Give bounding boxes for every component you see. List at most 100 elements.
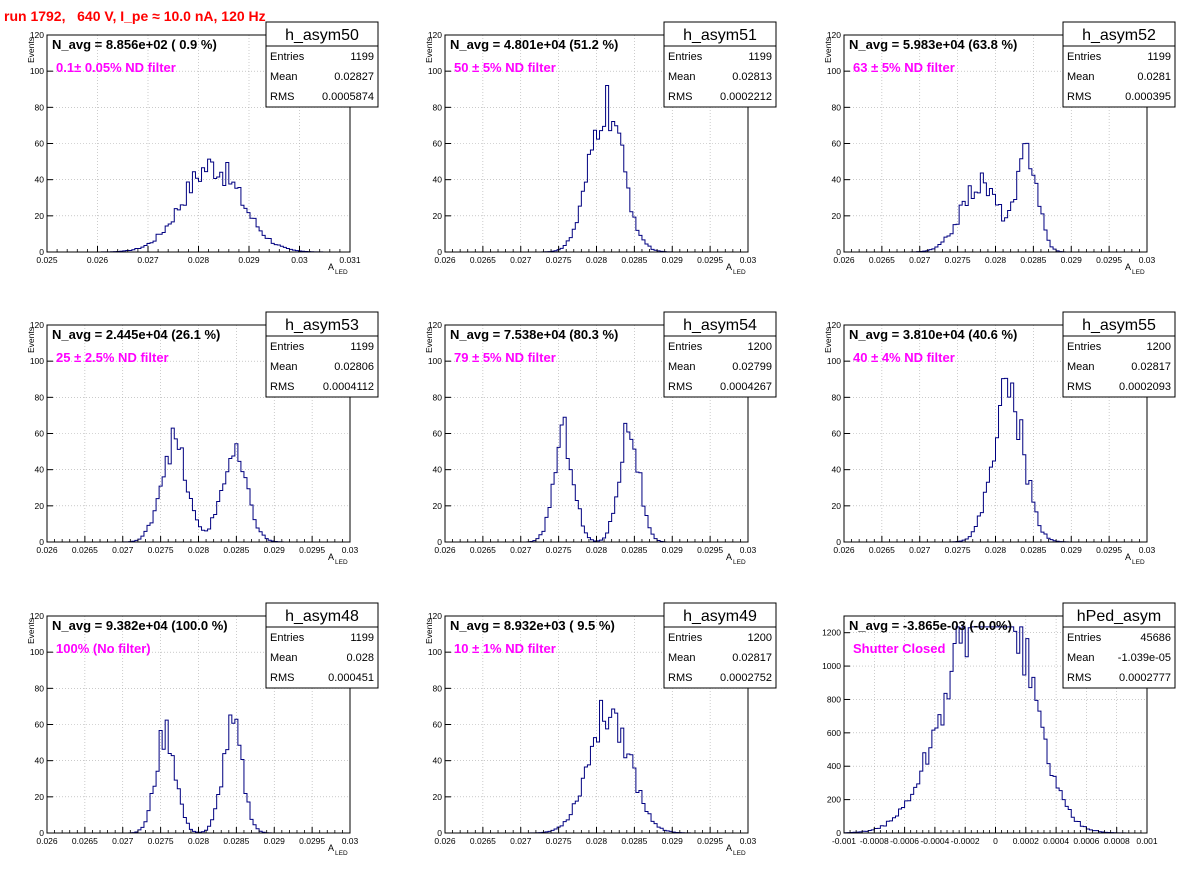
- histogram-svg: 0.026 0.0265 0.027 0.0275 0.028 0.0285 0.029 0.…: [26, 311, 379, 566]
- stats-label-rms: RMS: [668, 381, 692, 393]
- stats-label-entries: Entries: [1067, 341, 1102, 353]
- x-tick-label: 0.027: [909, 255, 931, 265]
- stats-label-mean: Mean: [668, 652, 696, 664]
- y-tick-label: 100: [827, 66, 841, 76]
- x-tick-label: 0.0004: [1043, 836, 1069, 846]
- x-tick-label: 0.027: [909, 545, 931, 555]
- stats-value-mean: 0.02817: [1131, 361, 1171, 373]
- x-axis-label-sub: LED: [733, 559, 746, 566]
- x-tick-label: 0.0275: [546, 545, 572, 555]
- y-axis-label: Events: [26, 327, 36, 353]
- y-axis-label: Events: [26, 618, 36, 644]
- y-tick-label: 120: [428, 30, 442, 40]
- y-tick-label: 80: [832, 102, 842, 112]
- filter-label: 79 ± 5% ND filter: [454, 350, 556, 365]
- navg-label: N_avg = 8.932e+03 ( 9.5 %): [450, 618, 615, 633]
- filter-label: 100% (No filter): [56, 641, 151, 656]
- stats-value-entries: 1199: [350, 341, 374, 353]
- stats-value-mean: -1.039e-05: [1118, 652, 1171, 664]
- y-tick-label: 120: [30, 611, 44, 621]
- navg-label: N_avg = -3.865e-03 (-0.0%): [849, 618, 1012, 633]
- stats-label-entries: Entries: [270, 632, 305, 644]
- stats-label-rms: RMS: [668, 672, 692, 684]
- x-tick-label: 0.027: [137, 255, 159, 265]
- stats-box: [1062, 45, 1176, 108]
- x-tick-label: 0.0285: [223, 545, 249, 555]
- y-tick-label: 0: [437, 537, 442, 547]
- stats-label-rms: RMS: [270, 381, 294, 393]
- x-tick-label: 0.026: [833, 545, 855, 555]
- x-tick-label: 0.0265: [470, 545, 496, 555]
- histogram-name: h_asym55: [1082, 317, 1156, 334]
- stats-value-entries: 1200: [1147, 341, 1171, 353]
- stats-title-box: [265, 21, 379, 47]
- stats-title-box: [265, 602, 379, 628]
- stats-title-box: [1062, 21, 1176, 47]
- x-axis-label: A: [328, 262, 334, 272]
- x-tick-label: 0.028: [586, 255, 608, 265]
- histogram-svg: 0.026 0.0265 0.027 0.0275 0.028 0.0285 0.029 0.…: [823, 311, 1176, 566]
- x-tick-label: 0.0265: [72, 545, 98, 555]
- stats-title-box: [1062, 602, 1176, 628]
- y-tick-label: 80: [433, 683, 443, 693]
- y-tick-label: 100: [428, 66, 442, 76]
- x-tick-label: 0.0002: [1013, 836, 1039, 846]
- stats-label-mean: Mean: [1067, 361, 1095, 373]
- stats-value-rms: 0.0004267: [720, 381, 772, 393]
- x-tick-label: 0.028: [188, 836, 210, 846]
- histogram-name: h_asym49: [683, 608, 757, 625]
- y-tick-label: 60: [35, 139, 45, 149]
- histogram-svg: 0.026 0.0265 0.027 0.0275 0.028 0.0285 0.029 0.…: [424, 602, 777, 857]
- stats-label-mean: Mean: [668, 361, 696, 373]
- x-tick-label: 0.031: [339, 255, 361, 265]
- x-tick-label: -0.0008: [860, 836, 889, 846]
- x-tick-label: 0.0295: [697, 255, 723, 265]
- y-tick-label: 0: [437, 828, 442, 838]
- x-tick-label: 0.0285: [223, 836, 249, 846]
- y-tick-label: 0: [39, 828, 44, 838]
- x-tick-label: 0.029: [264, 836, 286, 846]
- x-tick-label: 0.026: [434, 255, 456, 265]
- stats-value-mean: 0.02827: [334, 71, 374, 83]
- x-tick-label: 0.0285: [1020, 255, 1046, 265]
- run-title: run 1792, 640 V, I_pe ≈ 10.0 nA, 120 Hz: [4, 8, 266, 24]
- x-axis-label: A: [726, 262, 732, 272]
- stats-value-rms: 0.0005874: [322, 91, 374, 103]
- y-tick-label: 200: [827, 795, 841, 805]
- x-axis-label: A: [328, 843, 334, 853]
- x-tick-label: 0.0006: [1073, 836, 1099, 846]
- x-tick-label: 0.027: [510, 255, 532, 265]
- stats-label-mean: Mean: [668, 71, 696, 83]
- histogram-line: [844, 142, 1147, 253]
- x-tick-label: 0.03: [740, 545, 757, 555]
- stats-label-entries: Entries: [668, 341, 703, 353]
- y-tick-label: 80: [433, 102, 443, 112]
- x-tick-label: 0.0008: [1104, 836, 1130, 846]
- filter-label: Shutter Closed: [853, 641, 946, 656]
- x-tick-label: 0.0285: [621, 836, 647, 846]
- histogram-pad-h_asym55: 0.026 0.0265 0.027 0.0275 0.028 0.0285 0.029 0.…: [797, 290, 1195, 580]
- x-tick-label: 0.029: [1061, 545, 1083, 555]
- y-axis-label: Events: [424, 327, 434, 353]
- y-tick-label: 40: [433, 175, 443, 185]
- stats-label-mean: Mean: [1067, 652, 1095, 664]
- x-axis-label-sub: LED: [733, 269, 746, 276]
- x-tick-label: 0.029: [264, 545, 286, 555]
- stats-box: [265, 335, 379, 398]
- x-tick-label: 0.026: [833, 255, 855, 265]
- x-tick-label: 0.026: [434, 545, 456, 555]
- y-tick-label: 0: [437, 247, 442, 257]
- y-tick-label: 120: [428, 320, 442, 330]
- stats-label-rms: RMS: [1067, 381, 1091, 393]
- stats-value-rms: 0.0002752: [720, 672, 772, 684]
- y-tick-label: 800: [827, 694, 841, 704]
- stats-label-rms: RMS: [1067, 91, 1091, 103]
- stats-title-box: [663, 311, 777, 337]
- x-tick-label: 0.0295: [299, 545, 325, 555]
- x-tick-label: 0.0265: [869, 545, 895, 555]
- y-tick-label: 0: [39, 537, 44, 547]
- y-tick-label: 100: [30, 66, 44, 76]
- navg-label: N_avg = 8.856e+02 ( 0.9 %): [52, 37, 217, 52]
- histogram-name: hPed_asym: [1077, 608, 1162, 625]
- x-tick-label: 0.0275: [945, 545, 971, 555]
